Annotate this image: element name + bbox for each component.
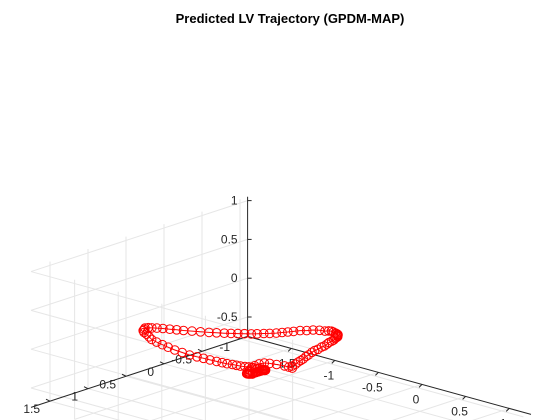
trajectory-point bbox=[184, 350, 195, 360]
trajectory-point bbox=[158, 323, 168, 334]
grid-line bbox=[391, 395, 466, 420]
trajectory-point bbox=[314, 325, 325, 336]
trajectory-point bbox=[271, 359, 282, 370]
trajectory-point bbox=[226, 328, 236, 339]
trajectory-point bbox=[140, 323, 150, 333]
z-tick-label: 1 bbox=[231, 194, 238, 208]
trajectory-point bbox=[308, 325, 318, 335]
grid-line bbox=[30, 200, 248, 273]
x-tick-label: 0.5 bbox=[451, 404, 468, 418]
trajectory-point bbox=[157, 339, 168, 350]
trajectory-plot bbox=[138, 322, 343, 379]
trajectory-point bbox=[198, 353, 209, 364]
x-tick-mark bbox=[505, 408, 510, 412]
trajectory-point bbox=[233, 328, 243, 339]
grid-line bbox=[125, 375, 287, 420]
trajectory-point bbox=[307, 347, 317, 358]
y-tick-label: 0.5 bbox=[99, 377, 116, 391]
trajectory-point bbox=[211, 356, 222, 367]
x-tick-mark bbox=[418, 384, 423, 388]
trajectory-point bbox=[165, 324, 175, 335]
trajectory-point bbox=[178, 325, 189, 336]
axes bbox=[30, 196, 532, 415]
grid-line bbox=[30, 348, 291, 420]
trajectory-point bbox=[246, 329, 257, 339]
trajectory-point bbox=[163, 342, 173, 353]
trajectory-point bbox=[295, 325, 305, 336]
z-tick-label: 0 bbox=[231, 271, 238, 285]
trajectory-point bbox=[259, 358, 270, 368]
trajectory-point bbox=[277, 327, 287, 338]
trajectory-point bbox=[147, 323, 157, 333]
trajectory-point bbox=[249, 361, 260, 371]
chart-title: Predicted LV Trajectory (GPDM-MAP) bbox=[176, 11, 405, 26]
y-tick-label: -1 bbox=[219, 340, 230, 354]
trajectory-point bbox=[293, 357, 303, 367]
trajectory-point bbox=[254, 359, 264, 369]
x-tick-label: 0 bbox=[413, 392, 420, 406]
trajectory-point bbox=[283, 327, 293, 337]
grid-line bbox=[87, 388, 204, 420]
trajectory-point bbox=[320, 326, 330, 336]
grid-line bbox=[231, 371, 379, 420]
trajectory-point bbox=[264, 358, 275, 369]
grid-line bbox=[49, 400, 121, 420]
trajectory-point bbox=[287, 363, 298, 373]
trajectory-point bbox=[144, 332, 154, 342]
trajectory-point bbox=[192, 352, 202, 362]
x-tick-label: 1 bbox=[500, 416, 507, 420]
trajectory-point bbox=[252, 329, 262, 339]
trajectory-point bbox=[205, 355, 215, 365]
tick-labels: -1.5-1-0.500.51-1-0.500.511.5-0.500.51 bbox=[23, 194, 507, 420]
grid-line bbox=[30, 238, 248, 311]
x-tick-mark bbox=[462, 396, 466, 400]
y-tick-mark bbox=[159, 361, 165, 365]
y-axis-line bbox=[30, 335, 248, 408]
x-tick-mark bbox=[287, 348, 292, 352]
x-tick-mark bbox=[331, 360, 336, 364]
trajectory-point bbox=[259, 328, 269, 339]
trajectory-point bbox=[141, 329, 152, 340]
y-tick-mark bbox=[197, 348, 203, 352]
trajectory-point bbox=[219, 328, 230, 339]
trajectory-point bbox=[322, 339, 332, 349]
x-tick-label: -0.5 bbox=[362, 380, 383, 394]
trajectory-point bbox=[171, 325, 182, 335]
x-tick-mark bbox=[375, 372, 379, 376]
y-tick-mark bbox=[121, 373, 127, 377]
grid-line bbox=[74, 347, 292, 420]
trajectory-point bbox=[146, 334, 157, 345]
grid-line bbox=[30, 277, 248, 350]
grid-line bbox=[163, 363, 371, 420]
x-tick-label: -1 bbox=[323, 368, 334, 382]
trajectory-point bbox=[301, 325, 312, 336]
y-tick-mark bbox=[45, 398, 51, 402]
y-tick-label: 0 bbox=[147, 365, 154, 379]
trajectory-point bbox=[239, 328, 250, 339]
z-tick-label: 0.5 bbox=[221, 232, 238, 246]
y-tick-label: 1.5 bbox=[23, 402, 40, 416]
trajectory-point bbox=[271, 328, 282, 338]
trajectory-point bbox=[222, 358, 232, 369]
trajectory-point bbox=[288, 326, 299, 337]
trajectory-point bbox=[264, 328, 275, 339]
x-axis-line bbox=[247, 335, 532, 415]
trajectory-point bbox=[138, 325, 148, 336]
trajectory-point bbox=[151, 337, 162, 347]
trajectory-point bbox=[139, 324, 149, 335]
grid-line bbox=[239, 338, 524, 418]
z-tick-label: -0.5 bbox=[217, 310, 238, 324]
trajectory-point bbox=[170, 345, 180, 355]
y-tick-label: 1 bbox=[71, 390, 78, 404]
trajectory-point bbox=[211, 328, 222, 338]
y-tick-label: -0.5 bbox=[171, 352, 192, 366]
trajectory-point bbox=[326, 326, 337, 337]
y-tick-mark bbox=[83, 386, 89, 390]
trajectory-point bbox=[323, 326, 334, 336]
grid-line bbox=[30, 387, 150, 420]
trajectory-point bbox=[217, 357, 227, 368]
